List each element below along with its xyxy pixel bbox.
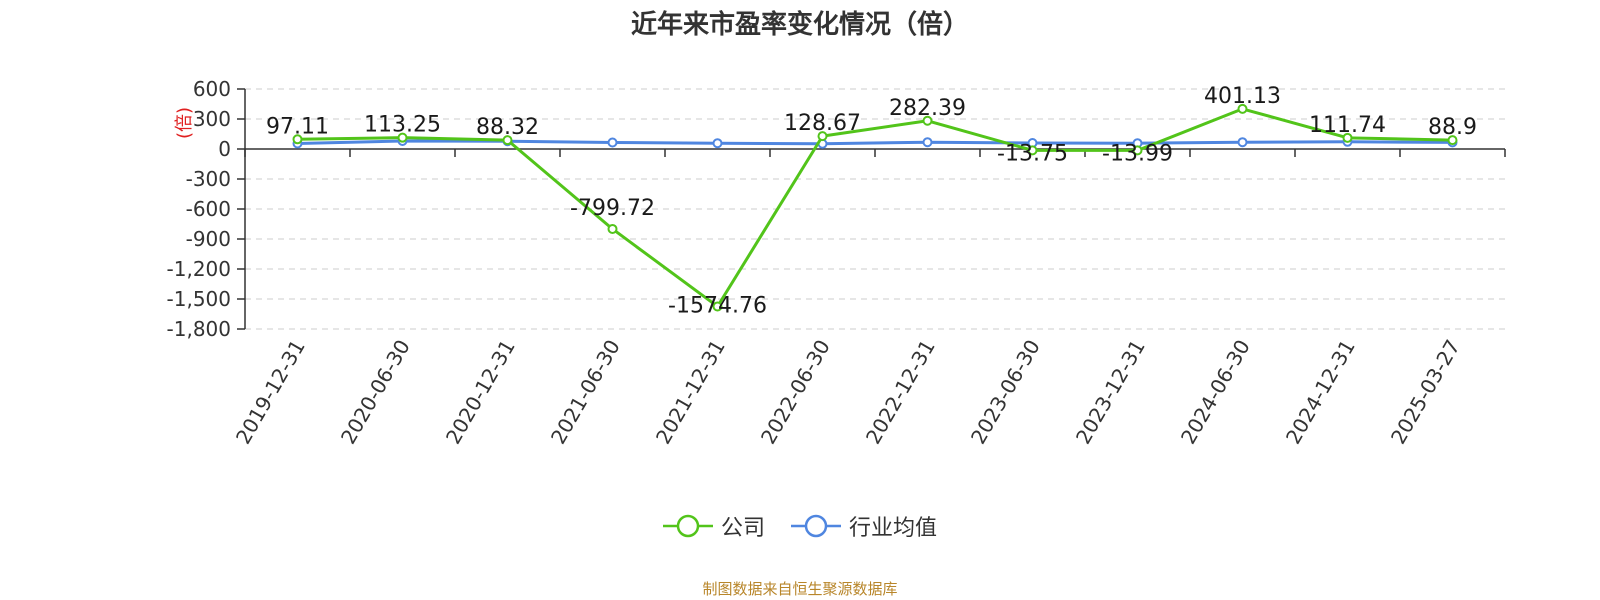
y-tick-label: -900 [186,227,231,251]
data-label-company: -13.75 [997,141,1068,166]
data-point-company[interactable] [1237,103,1248,114]
legend-label-industry-average: 行业均值 [849,516,938,541]
x-tick-label: 2025-03-27 [1386,336,1465,449]
x-tick-label: 2024-12-31 [1281,336,1360,449]
data-labels: 97.11 113.25 88.32 -799.72 -1574.76 128.67 282… [266,84,1477,319]
x-tick-label: 2020-12-31 [441,336,520,449]
y-tick-label: 0 [218,137,231,161]
data-label-company: 282.39 [889,96,966,121]
data-point-industry-average[interactable] [1237,137,1248,148]
data-label-company: 97.11 [266,114,329,139]
x-tick-label: 2023-06-30 [966,336,1045,449]
series-line-industry-average [297,139,1453,146]
y-tick-label: -1,800 [167,317,231,341]
data-point-company[interactable] [292,134,303,145]
data-label-company: -13.99 [1102,141,1173,166]
data-label-company: 88.32 [476,115,539,140]
series-line-company [297,107,1453,308]
series [292,103,1458,312]
data-label-company: 111.74 [1309,113,1386,138]
data-point-industry-average[interactable] [607,137,618,148]
data-point-company[interactable] [922,115,933,126]
data-point-company[interactable] [1447,135,1458,146]
data-label-company: 113.25 [364,113,441,138]
y-tick-label: -1,500 [167,287,231,311]
y-tick-label: 600 [193,77,231,101]
data-point-company[interactable] [502,135,513,146]
grid-lines [245,88,1505,330]
data-label-company: -1574.76 [668,293,767,318]
legend: 公司 行业均值 [0,510,1600,542]
data-point-industry-average[interactable] [922,137,933,148]
data-point-company[interactable] [1342,132,1353,143]
data-point-company[interactable] [712,301,723,312]
data-point-company[interactable] [817,131,828,142]
data-point-company[interactable] [397,132,408,143]
data-label-company: 401.13 [1204,84,1281,109]
y-tick-label: -1,200 [167,257,231,281]
data-source-note: 制图数据来自恒生聚源数据库 [702,580,898,598]
x-tick-label: 2022-12-31 [861,336,940,449]
x-tick-label: 2021-12-31 [651,336,730,449]
x-tick-label: 2019-12-31 [231,336,310,449]
chart-title: 近年来市盈率变化情况（倍） [630,10,969,40]
legend-item-industry-average[interactable]: 行业均值 [791,510,937,542]
legend-label-company: 公司 [720,516,765,541]
y-tick-label: 300 [193,107,231,131]
data-label-company: -799.72 [570,196,655,221]
x-tick-label: 2021-06-30 [546,336,625,449]
data-point-industry-average[interactable] [712,138,723,149]
y-tick-label: -300 [186,167,231,191]
legend-swatch-industry-icon [791,514,841,538]
data-point-company[interactable] [607,223,618,234]
x-tick-label: 2024-06-30 [1176,336,1255,449]
legend-item-company[interactable]: 公司 [662,510,765,542]
data-label-company: 128.67 [784,111,861,136]
x-tick-label: 2020-06-30 [336,336,415,449]
data-label-company: 88.9 [1428,115,1477,140]
data-point-company[interactable] [1132,145,1143,156]
data-point-company[interactable] [1027,145,1038,156]
x-tick-label: 2022-06-30 [756,336,835,449]
y-axis-label: (倍) [174,107,195,139]
y-tick-label: -600 [186,197,231,221]
x-tick-label: 2023-12-31 [1071,336,1150,449]
legend-swatch-company-icon [662,514,713,538]
